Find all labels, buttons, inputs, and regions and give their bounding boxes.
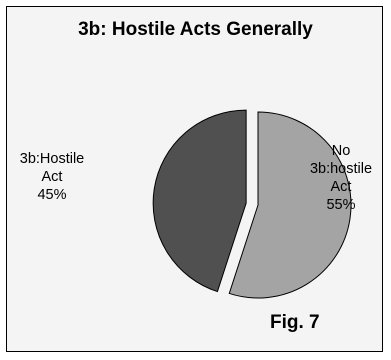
slice-label-hostile-act-percent: 45% bbox=[37, 187, 67, 203]
slice-label-no-hostile-act-percent: 55% bbox=[326, 197, 356, 213]
slice-label-hostile-act-line-1: 3b:Hostile bbox=[19, 151, 85, 167]
slice-label-no-hostile-act-line-1: No bbox=[331, 143, 351, 159]
figure-label: Fig. 7 bbox=[270, 312, 320, 333]
slice-label-hostile-act-line-2: Act bbox=[41, 169, 63, 185]
pie-slice-hostile-act bbox=[152, 109, 247, 293]
slice-label-no-hostile-act-line-2: 3b:hostile bbox=[309, 161, 373, 177]
slice-label-no-hostile-act-line-3: Act bbox=[330, 179, 352, 195]
pie-slice-no-hostile-act bbox=[228, 111, 352, 299]
slice-label-hostile-act: 3b:Hostile Act 45% bbox=[2, 150, 102, 204]
chart-title: 3b: Hostile Acts Generally bbox=[78, 19, 313, 40]
slice-label-no-hostile-act: No 3b:hostile Act 55% bbox=[296, 142, 386, 214]
